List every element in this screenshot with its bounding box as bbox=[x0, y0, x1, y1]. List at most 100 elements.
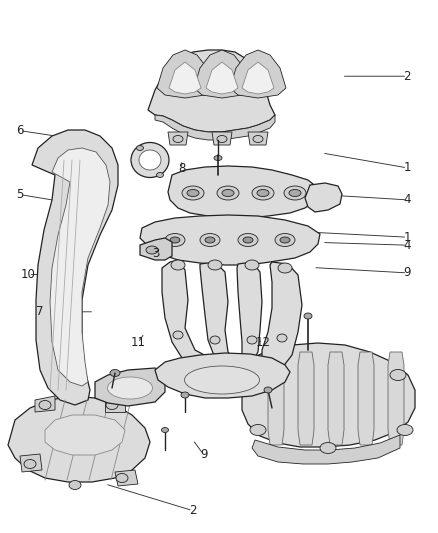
Text: 8: 8 bbox=[178, 163, 185, 175]
Polygon shape bbox=[140, 215, 320, 265]
Polygon shape bbox=[168, 132, 188, 145]
Ellipse shape bbox=[200, 233, 220, 246]
Ellipse shape bbox=[275, 233, 295, 246]
Ellipse shape bbox=[131, 142, 169, 177]
Polygon shape bbox=[20, 454, 42, 472]
Ellipse shape bbox=[173, 331, 183, 339]
Ellipse shape bbox=[139, 150, 161, 170]
Ellipse shape bbox=[156, 173, 163, 177]
Ellipse shape bbox=[165, 233, 185, 246]
Polygon shape bbox=[140, 238, 172, 260]
Ellipse shape bbox=[182, 186, 204, 200]
Ellipse shape bbox=[214, 156, 222, 160]
Ellipse shape bbox=[171, 260, 185, 270]
Ellipse shape bbox=[69, 481, 81, 489]
Text: 4: 4 bbox=[403, 239, 411, 252]
Text: 5: 5 bbox=[16, 188, 23, 201]
Ellipse shape bbox=[170, 237, 180, 243]
Polygon shape bbox=[268, 352, 284, 445]
Ellipse shape bbox=[245, 260, 259, 270]
Polygon shape bbox=[248, 132, 268, 145]
Ellipse shape bbox=[217, 135, 227, 142]
Ellipse shape bbox=[173, 135, 183, 142]
Polygon shape bbox=[115, 470, 138, 486]
Text: 4: 4 bbox=[403, 193, 411, 206]
Polygon shape bbox=[305, 183, 342, 212]
Ellipse shape bbox=[208, 260, 222, 270]
Text: 12: 12 bbox=[255, 336, 270, 349]
Polygon shape bbox=[252, 435, 400, 464]
Ellipse shape bbox=[390, 369, 406, 381]
Polygon shape bbox=[212, 132, 232, 145]
Ellipse shape bbox=[137, 146, 144, 150]
Polygon shape bbox=[8, 396, 150, 482]
Text: 2: 2 bbox=[403, 70, 411, 83]
Polygon shape bbox=[45, 415, 125, 455]
Ellipse shape bbox=[289, 190, 301, 197]
Polygon shape bbox=[200, 262, 235, 370]
Ellipse shape bbox=[264, 387, 272, 393]
Ellipse shape bbox=[205, 237, 215, 243]
Polygon shape bbox=[230, 50, 286, 98]
Polygon shape bbox=[242, 343, 415, 447]
Polygon shape bbox=[328, 352, 344, 445]
Text: 1: 1 bbox=[403, 161, 411, 174]
Ellipse shape bbox=[257, 190, 269, 197]
Ellipse shape bbox=[278, 263, 292, 273]
Ellipse shape bbox=[110, 369, 120, 376]
Text: 1: 1 bbox=[403, 231, 411, 244]
Ellipse shape bbox=[146, 246, 158, 254]
Ellipse shape bbox=[222, 190, 234, 197]
Ellipse shape bbox=[39, 400, 51, 409]
Ellipse shape bbox=[250, 424, 266, 435]
Ellipse shape bbox=[397, 424, 413, 435]
Polygon shape bbox=[157, 50, 213, 98]
Ellipse shape bbox=[280, 237, 290, 243]
Polygon shape bbox=[206, 62, 238, 94]
Polygon shape bbox=[262, 262, 302, 375]
Polygon shape bbox=[155, 353, 290, 398]
Text: 3: 3 bbox=[152, 247, 159, 260]
Ellipse shape bbox=[250, 360, 266, 372]
Polygon shape bbox=[169, 62, 201, 94]
Text: 11: 11 bbox=[131, 336, 145, 349]
Ellipse shape bbox=[217, 186, 239, 200]
Ellipse shape bbox=[304, 313, 312, 319]
Ellipse shape bbox=[24, 459, 36, 469]
Polygon shape bbox=[32, 130, 118, 405]
Ellipse shape bbox=[320, 442, 336, 454]
Ellipse shape bbox=[243, 237, 253, 243]
Polygon shape bbox=[148, 50, 275, 132]
Polygon shape bbox=[35, 396, 55, 412]
Ellipse shape bbox=[184, 366, 259, 394]
Ellipse shape bbox=[116, 473, 128, 482]
Polygon shape bbox=[194, 50, 250, 98]
Polygon shape bbox=[162, 260, 215, 372]
Polygon shape bbox=[155, 115, 275, 140]
Ellipse shape bbox=[284, 186, 306, 200]
Text: 10: 10 bbox=[21, 268, 36, 281]
Polygon shape bbox=[388, 352, 404, 445]
Ellipse shape bbox=[181, 392, 189, 398]
Text: 6: 6 bbox=[16, 124, 24, 137]
Polygon shape bbox=[242, 62, 274, 94]
Polygon shape bbox=[168, 166, 318, 218]
Ellipse shape bbox=[277, 334, 287, 342]
Text: 7: 7 bbox=[35, 305, 43, 318]
Text: 9: 9 bbox=[200, 448, 208, 461]
Ellipse shape bbox=[210, 336, 220, 344]
Ellipse shape bbox=[187, 190, 199, 197]
Ellipse shape bbox=[247, 336, 257, 344]
Ellipse shape bbox=[162, 427, 169, 432]
Polygon shape bbox=[358, 352, 374, 445]
Text: 9: 9 bbox=[403, 266, 411, 279]
Ellipse shape bbox=[238, 233, 258, 246]
Text: 2: 2 bbox=[189, 504, 197, 517]
Ellipse shape bbox=[253, 135, 263, 142]
Polygon shape bbox=[237, 262, 262, 368]
Polygon shape bbox=[95, 368, 165, 406]
Polygon shape bbox=[105, 398, 125, 412]
Ellipse shape bbox=[107, 377, 152, 399]
Polygon shape bbox=[50, 148, 110, 386]
Polygon shape bbox=[298, 352, 314, 445]
